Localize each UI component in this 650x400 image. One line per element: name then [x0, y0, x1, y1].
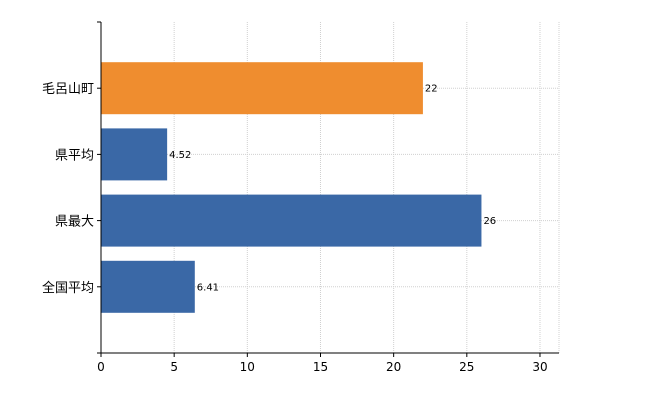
label-layer: 22 毛呂山町 4.52 県平均 26 県最大 6.41 全国平均: [42, 82, 496, 296]
bar-layer: [101, 62, 482, 313]
data-label: 22: [425, 84, 438, 95]
bar: [101, 62, 423, 115]
data-label: 6.41: [197, 282, 219, 293]
x-tick-label: 0: [97, 360, 105, 374]
category-label: 県平均: [55, 148, 94, 163]
x-tick-label: 30: [532, 360, 547, 374]
bar: [101, 194, 482, 247]
x-tick-label: 25: [459, 360, 474, 374]
x-tick-label: 15: [313, 360, 328, 374]
bar: [101, 128, 168, 181]
category-label: 毛呂山町: [42, 82, 94, 97]
x-tick-label: 5: [170, 360, 178, 374]
x-tick-label: 10: [240, 360, 255, 374]
category-label: 県最大: [55, 215, 94, 230]
category-label: 全国平均: [42, 280, 94, 296]
x-tick-label: 20: [386, 360, 401, 374]
bar: [101, 260, 195, 313]
data-label: 26: [483, 216, 496, 227]
data-label: 4.52: [169, 150, 191, 161]
axis-layer: 0 5 10 15 20 25 30: [97, 21, 559, 374]
